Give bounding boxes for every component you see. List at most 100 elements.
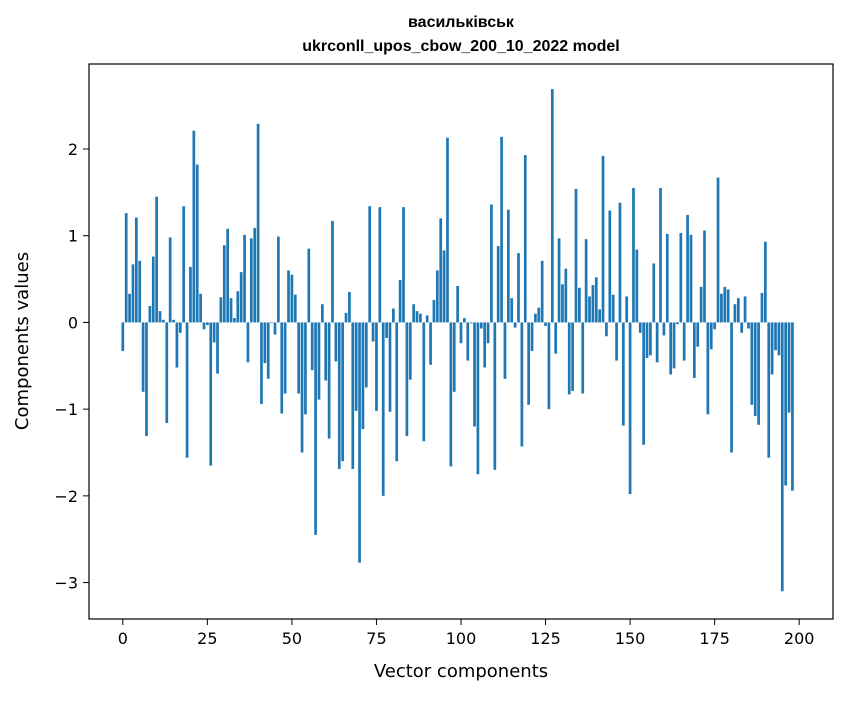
- bar: [547, 322, 551, 410]
- bar: [625, 296, 629, 323]
- bar: [679, 233, 683, 323]
- bar: [300, 322, 304, 453]
- bar: [649, 322, 652, 356]
- bar: [517, 253, 520, 323]
- bar: [662, 322, 666, 336]
- bar: [483, 322, 487, 368]
- bar: [327, 322, 331, 439]
- bar: [652, 263, 656, 323]
- bar: [770, 322, 774, 375]
- bar: [544, 322, 547, 326]
- bar: [371, 322, 375, 342]
- bar: [348, 292, 351, 323]
- bar: [642, 322, 645, 445]
- bar: [222, 245, 226, 323]
- bar: [540, 260, 544, 323]
- bar: [124, 213, 128, 323]
- bar: [784, 322, 788, 486]
- bar: [189, 266, 192, 323]
- bar: [479, 322, 483, 329]
- x-tick-label: 150: [615, 629, 646, 648]
- bar: [361, 322, 365, 430]
- bar: [476, 322, 480, 475]
- bar: [686, 214, 689, 323]
- bar: [473, 322, 476, 427]
- bar: [618, 202, 622, 323]
- bar: [249, 238, 253, 323]
- bar: [764, 241, 767, 323]
- bar: [243, 234, 246, 323]
- bar: [439, 218, 443, 323]
- bar: [459, 322, 463, 344]
- bar: [496, 246, 500, 323]
- bar: [530, 322, 534, 352]
- bar: [354, 322, 358, 411]
- bar: [168, 237, 172, 323]
- bar: [287, 270, 290, 323]
- x-tick-label: 125: [530, 629, 561, 648]
- bar: [550, 89, 554, 323]
- bar: [780, 322, 784, 592]
- bar: [692, 322, 696, 378]
- bar: [364, 322, 368, 388]
- bar: [486, 322, 490, 344]
- bar: [273, 322, 277, 335]
- bar: [557, 238, 561, 323]
- bar: [574, 188, 578, 323]
- bars: [121, 89, 794, 592]
- bar: [561, 284, 564, 323]
- bar: [635, 249, 639, 323]
- bar: [331, 220, 334, 323]
- y-tick-label: −2: [54, 487, 78, 506]
- bar: [310, 322, 314, 371]
- y-tick-label: 0: [68, 313, 78, 332]
- bar: [578, 287, 581, 323]
- y-tick-label: 2: [68, 140, 78, 159]
- x-tick-label: 175: [699, 629, 730, 648]
- bar: [463, 318, 466, 323]
- bar: [283, 322, 287, 394]
- x-tick-label: 75: [366, 629, 386, 648]
- bar: [236, 291, 240, 323]
- bar: [720, 293, 723, 323]
- chart-subtitle: ukrconll_upos_cbow_200_10_2022 model: [302, 38, 619, 55]
- chart-title: васильківськ: [408, 14, 515, 31]
- bar: [388, 322, 392, 412]
- bar: [121, 322, 125, 352]
- bar: [212, 322, 216, 343]
- bar: [733, 304, 737, 323]
- bar: [726, 289, 730, 323]
- bar: [466, 322, 470, 361]
- bar: [290, 274, 294, 323]
- bar: [655, 322, 659, 363]
- bar: [723, 286, 727, 323]
- bar: [757, 322, 760, 425]
- bar: [699, 286, 703, 323]
- bar: [324, 322, 328, 381]
- bar: [280, 322, 284, 414]
- bar: [314, 322, 317, 535]
- bar: [368, 206, 372, 323]
- bar: [506, 209, 510, 323]
- bar: [351, 322, 355, 469]
- x-tick-label: 100: [446, 629, 477, 648]
- bar: [564, 268, 568, 323]
- bar: [344, 312, 348, 323]
- bar: [777, 322, 781, 356]
- bar: [405, 322, 409, 437]
- bar: [392, 308, 395, 323]
- bar: [659, 188, 662, 323]
- bar: [567, 322, 571, 395]
- bar: [199, 293, 202, 323]
- bar: [594, 277, 598, 323]
- bar: [128, 293, 131, 323]
- bar: [239, 272, 243, 323]
- x-tick-label: 0: [118, 629, 128, 648]
- bar: [645, 322, 649, 358]
- bar: [750, 322, 754, 405]
- bar: [182, 206, 186, 323]
- bar: [452, 322, 456, 392]
- bar: [588, 296, 591, 323]
- bar: [696, 322, 700, 347]
